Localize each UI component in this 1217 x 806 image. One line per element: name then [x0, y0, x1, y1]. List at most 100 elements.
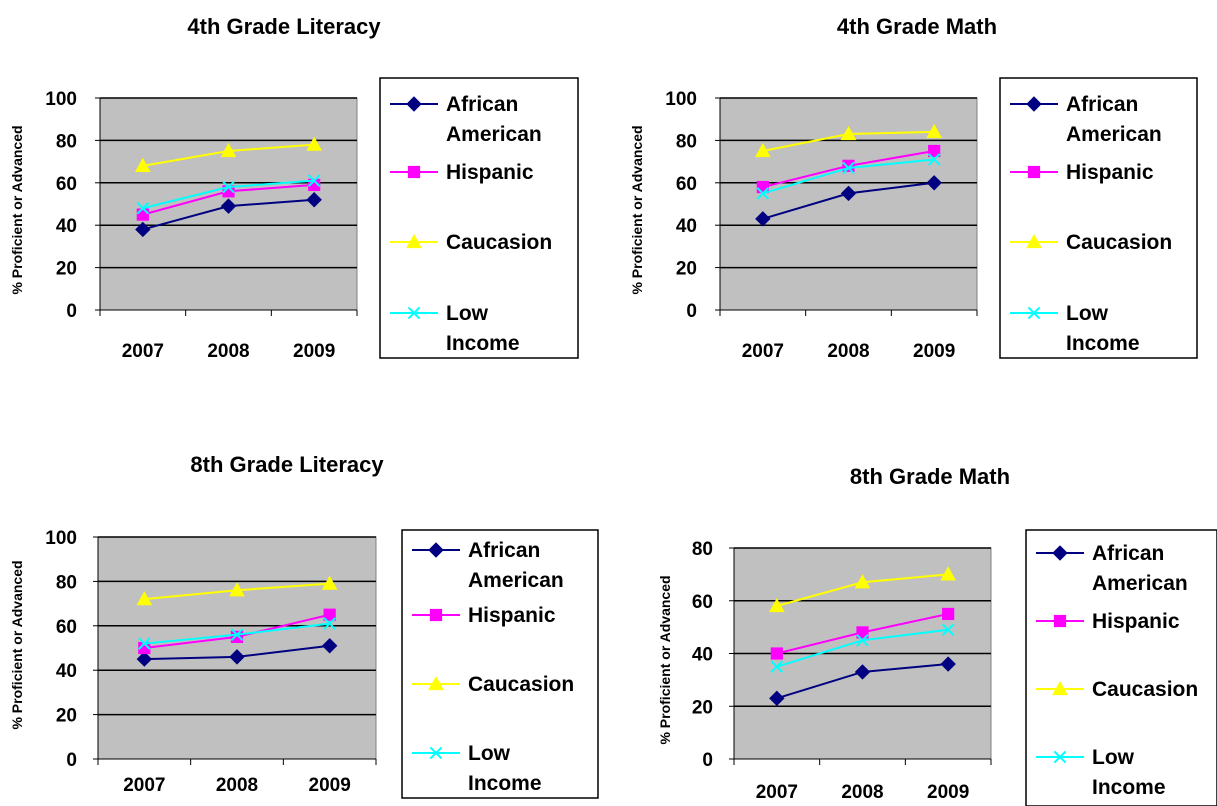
legend-label-african-american: African American [1092, 542, 1188, 595]
chart-4th-grade-math: 4th Grade Math % Proficient or Advanced 0 2… [620, 0, 1217, 380]
data-point-low-income [323, 617, 336, 630]
chart-svg: 4th Grade Literacy % Proficient or Advanc… [9, 14, 579, 362]
legend-marker-african-american [406, 96, 422, 112]
legend-label-hispanic: Hispanic [1066, 161, 1154, 184]
data-point-low-income [941, 623, 955, 637]
y-axis-label: % Proficient or Advanced [657, 575, 673, 744]
y-tick-label: 80 [692, 539, 713, 560]
legend-marker-low-income [1027, 306, 1041, 320]
data-point-african-american [229, 649, 245, 665]
data-point-low-income [927, 153, 941, 166]
legend-label-hispanic: Hispanic [446, 161, 534, 184]
legend-label-low-income: Low Income [1066, 302, 1140, 355]
legend-marker-african-american [1026, 96, 1042, 112]
data-point-hispanic [323, 608, 336, 621]
data-point-hispanic [770, 647, 783, 660]
legend-label-caucasion: Caucasion [446, 231, 552, 254]
y-tick-label: 0 [66, 301, 77, 322]
data-point-low-income [756, 187, 770, 200]
chart-8th-grade-math: 8th Grade Math % Proficient or Advanced 0 2… [620, 430, 1217, 806]
y-tick-label: 40 [56, 661, 77, 682]
data-point-hispanic [856, 626, 869, 639]
data-point-caucasion [854, 574, 871, 589]
data-point-caucasion [134, 157, 151, 172]
y-tick-label: 20 [56, 706, 77, 727]
x-tick-label: 2009 [309, 775, 351, 796]
data-point-hispanic [842, 159, 855, 172]
data-point-caucasion [926, 123, 943, 139]
data-point-low-income [842, 161, 855, 175]
legend-marker-african-american [428, 542, 444, 558]
data-point-caucasion [940, 566, 957, 581]
y-tick-label: 60 [56, 617, 77, 638]
legend-marker-caucasion [1026, 233, 1042, 249]
y-tick-label: 40 [692, 645, 713, 666]
legend-marker-african-american [1052, 545, 1068, 561]
data-point-low-income [307, 174, 321, 187]
y-tick-label: 40 [56, 216, 77, 237]
data-point-caucasion [136, 591, 153, 606]
x-tick-label: 2007 [756, 782, 798, 803]
legend-label-caucasion: Caucasion [1092, 678, 1198, 701]
data-point-african-american [769, 690, 785, 707]
data-point-low-income [230, 628, 244, 641]
y-tick-label: 60 [676, 174, 697, 195]
data-point-african-american [926, 175, 942, 191]
data-point-low-income [222, 180, 235, 194]
data-point-hispanic [942, 607, 955, 621]
data-point-low-income [770, 660, 784, 673]
chart-4th-grade-literacy: 4th Grade Literacy % Proficient or Advanc… [0, 0, 600, 380]
y-axis-label: % Proficient or Advanced [9, 125, 25, 294]
x-tick-label: 2008 [207, 341, 249, 362]
legend-marker-caucasion [406, 233, 422, 249]
y-axis-label: % Proficient or Advanced [629, 125, 645, 294]
data-point-african-american [854, 664, 871, 680]
y-tick-label: 80 [56, 572, 77, 593]
legend-marker-low-income [1053, 750, 1067, 764]
data-point-caucasion [220, 142, 237, 158]
legend-marker-caucasion [1052, 680, 1068, 696]
data-point-hispanic [136, 208, 149, 221]
legend-label-african-american: African American [468, 539, 564, 592]
legend-label-low-income: Low Income [1092, 746, 1166, 799]
chart-svg: 8th Grade Math % Proficient or Advanced 0 2… [657, 464, 1217, 806]
data-point-african-american [755, 211, 771, 227]
y-tick-label: 100 [45, 528, 77, 549]
x-tick-label: 2007 [742, 341, 784, 362]
legend-label-low-income: Low Income [468, 742, 542, 795]
y-tick-label: 80 [56, 131, 77, 152]
y-tick-label: 0 [686, 301, 697, 322]
data-point-african-american [220, 198, 237, 214]
data-point-african-american [940, 656, 956, 672]
y-axis-label: % Proficient or Advanced [9, 560, 25, 729]
legend-label-hispanic: Hispanic [1092, 610, 1180, 633]
y-tick-label: 20 [692, 697, 713, 718]
data-point-hispanic [230, 630, 244, 644]
legend-label-caucasion: Caucasion [468, 673, 574, 696]
y-tick-label: 40 [676, 216, 697, 237]
data-point-caucasion [321, 575, 338, 590]
x-tick-label: 2007 [123, 775, 165, 796]
legend-marker-hispanic [429, 608, 443, 622]
x-tick-label: 2009 [293, 341, 335, 362]
y-tick-label: 0 [702, 750, 713, 771]
data-point-low-income [138, 637, 151, 650]
data-point-caucasion [306, 136, 323, 151]
chart-title: 4th Grade Math [837, 14, 997, 39]
legend-marker-low-income [429, 746, 443, 760]
data-point-low-income [136, 201, 150, 215]
data-point-african-american [136, 651, 153, 667]
chart-title: 8th Grade Math [850, 464, 1010, 489]
y-tick-label: 60 [692, 592, 713, 613]
chart-8th-grade-literacy: 8th Grade Literacy % Proficient or Advanc… [0, 430, 600, 806]
chart-title: 4th Grade Literacy [187, 14, 381, 39]
x-tick-label: 2009 [927, 782, 969, 803]
x-tick-label: 2009 [913, 341, 955, 362]
y-tick-label: 20 [56, 259, 77, 280]
legend-marker-hispanic [407, 165, 421, 179]
data-point-hispanic [756, 180, 769, 194]
legend-marker-low-income [407, 306, 421, 320]
data-point-african-american [321, 638, 338, 654]
legend-marker-hispanic [1053, 614, 1067, 628]
legend-label-african-american: African American [1066, 93, 1162, 146]
